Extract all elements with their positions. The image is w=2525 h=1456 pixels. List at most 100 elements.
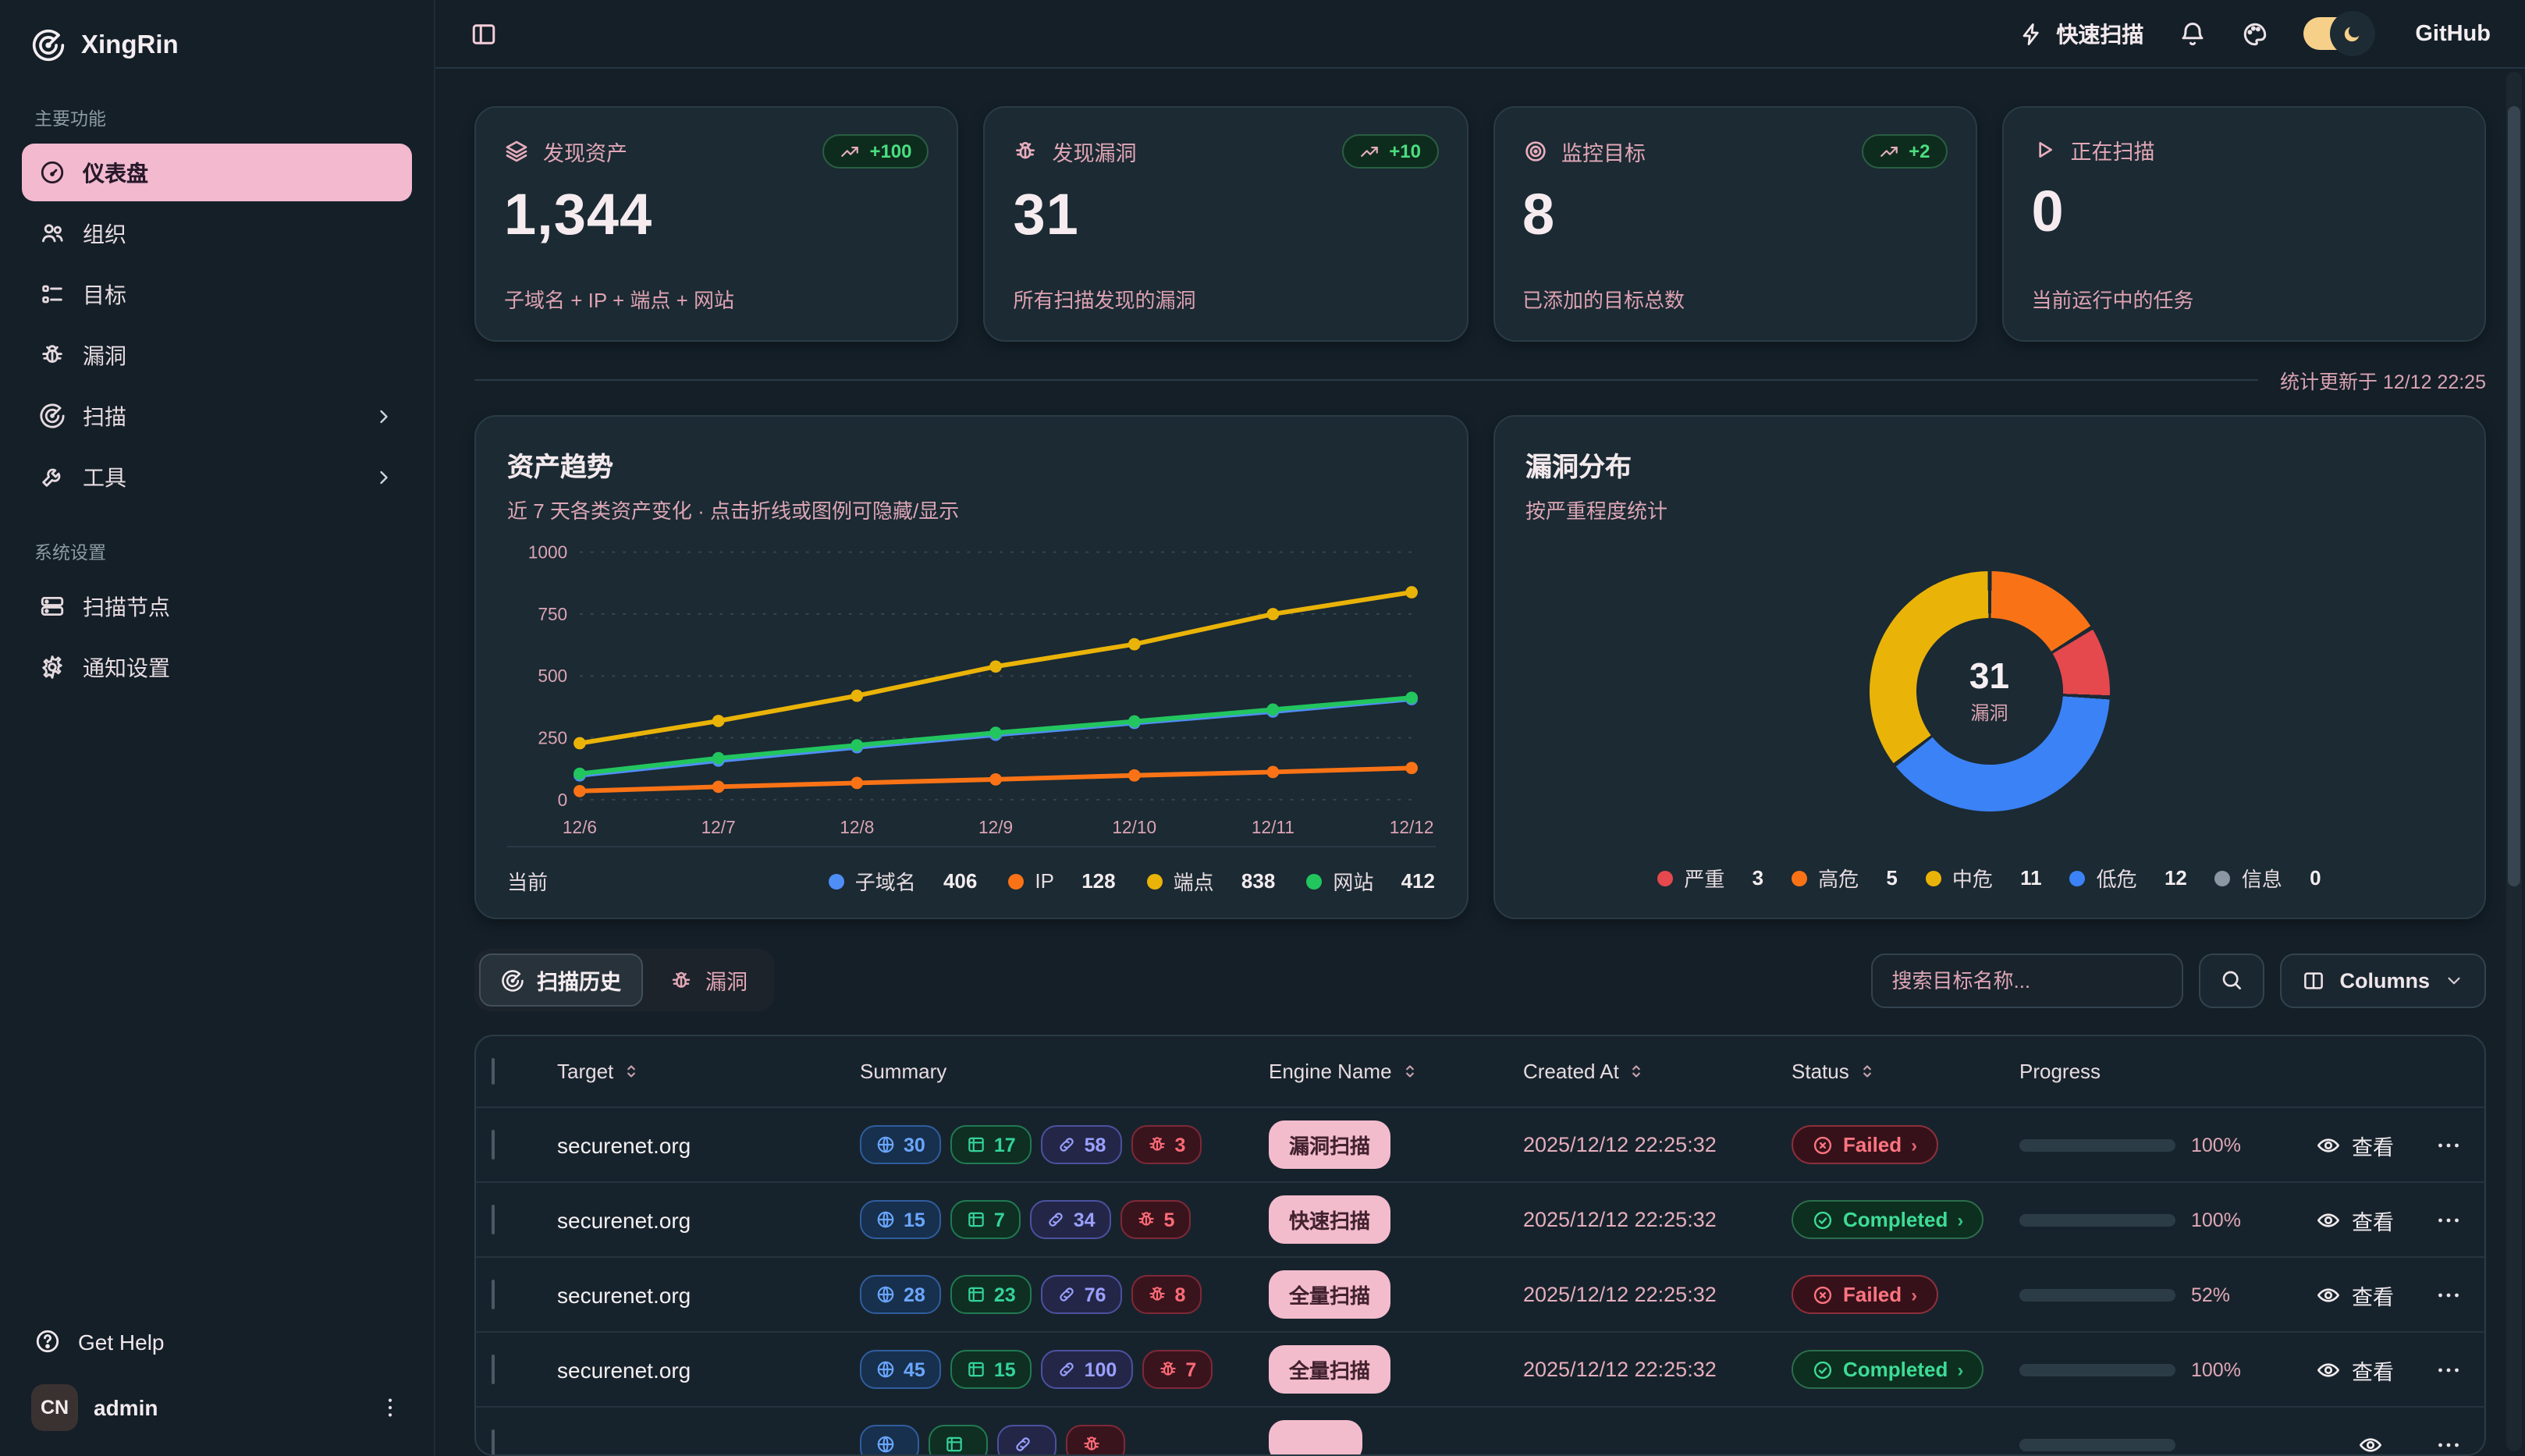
bug-icon bbox=[39, 342, 66, 368]
target-cell[interactable]: securenet.org bbox=[557, 1132, 691, 1157]
scrollbar[interactable] bbox=[2506, 72, 2522, 1451]
vulns-badge: 3 bbox=[1131, 1125, 1202, 1164]
sidebar-item-scan[interactable]: 扫描 bbox=[22, 387, 412, 445]
header-created[interactable]: Created At bbox=[1523, 1060, 1792, 1083]
donut-center: 31 漏洞 bbox=[1916, 617, 2063, 764]
sidebar-item-notifications[interactable]: 通知设置 bbox=[22, 638, 412, 696]
header-target[interactable]: Target bbox=[557, 1060, 860, 1083]
columns-button[interactable]: Columns bbox=[2280, 953, 2486, 1007]
view-button[interactable]: 查看 bbox=[2316, 1204, 2394, 1235]
tab-scan-history[interactable]: 扫描历史 bbox=[479, 954, 643, 1007]
row-menu-icon[interactable] bbox=[2434, 1206, 2463, 1234]
tab-vulnerabilities[interactable]: 漏洞 bbox=[648, 954, 769, 1007]
view-button[interactable]: 查看 bbox=[2316, 1279, 2394, 1310]
legend-item-ip[interactable]: IP 128 bbox=[1008, 869, 1116, 893]
scrollbar-thumb[interactable] bbox=[2508, 106, 2520, 886]
select-all-checkbox[interactable] bbox=[492, 1058, 495, 1085]
palette-icon[interactable] bbox=[2240, 20, 2268, 48]
legend-item-high[interactable]: 高危 5 bbox=[1792, 863, 1898, 893]
vuln-donut-chart[interactable]: 31 漏洞 bbox=[1869, 570, 2110, 811]
progress-cell bbox=[2019, 1430, 2484, 1454]
view-button[interactable]: 查看 bbox=[2316, 1129, 2394, 1160]
layers-icon bbox=[504, 139, 529, 164]
sidebar-item-tools[interactable]: 工具 bbox=[22, 448, 412, 506]
progress-bar bbox=[2019, 1213, 2175, 1226]
legend-item-critical[interactable]: 严重 3 bbox=[1657, 863, 1763, 893]
row-checkbox[interactable] bbox=[492, 1429, 495, 1454]
table-row[interactable]: securenet.org 30 17 58 3 漏洞扫描 2025/12/12… bbox=[476, 1108, 2484, 1183]
legend-item-low[interactable]: 低危 12 bbox=[2069, 863, 2187, 893]
bell-icon[interactable] bbox=[2178, 20, 2206, 48]
status-badge[interactable]: Failed › bbox=[1792, 1125, 1938, 1164]
links-badge: 34 bbox=[1029, 1200, 1111, 1239]
globe-icon bbox=[875, 1284, 896, 1305]
legend-item-subdomains[interactable]: 子域名 406 bbox=[828, 866, 977, 896]
svg-text:12/10: 12/10 bbox=[1112, 817, 1156, 837]
row-menu-icon[interactable] bbox=[2434, 1131, 2463, 1159]
user-menu-icon[interactable] bbox=[378, 1395, 403, 1420]
legend-item-medium[interactable]: 中危 11 bbox=[1925, 863, 2042, 893]
box-icon bbox=[966, 1284, 986, 1305]
theme-toggle-knob bbox=[2329, 11, 2375, 56]
legend-item-info[interactable]: 信息 0 bbox=[2214, 863, 2321, 893]
get-help-link[interactable]: Get Help bbox=[22, 1314, 412, 1369]
moon-icon bbox=[2341, 23, 2363, 44]
vuln-distribution-title: 漏洞分布 bbox=[1525, 453, 1632, 482]
status-badge[interactable]: Failed › bbox=[1792, 1275, 1938, 1314]
sidebar-toggle-icon[interactable] bbox=[470, 20, 498, 48]
header-engine[interactable]: Engine Name bbox=[1269, 1060, 1523, 1083]
view-button[interactable]: 查看 bbox=[2316, 1354, 2394, 1385]
topbar: 快速扫描 GitHub bbox=[435, 0, 2525, 69]
row-menu-icon[interactable] bbox=[2434, 1430, 2463, 1454]
row-checkbox[interactable] bbox=[492, 1129, 495, 1159]
progress-cell: 52% 查看 bbox=[2019, 1279, 2484, 1310]
search-button[interactable] bbox=[2199, 953, 2265, 1007]
trend-up-icon bbox=[840, 141, 860, 162]
search-input[interactable] bbox=[1871, 953, 2184, 1007]
stat-desc: 子域名 + IP + 端点 + 网站 bbox=[504, 289, 734, 312]
row-menu-icon[interactable] bbox=[2434, 1355, 2463, 1383]
servers-badge: 17 bbox=[950, 1125, 1032, 1164]
progress-bar bbox=[2019, 1438, 2175, 1451]
target-cell[interactable]: securenet.org bbox=[557, 1357, 691, 1382]
table-row[interactable]: securenet.org 45 15 100 7 全量扫描 2025/12/1… bbox=[476, 1333, 2484, 1408]
user-row[interactable]: CN admin bbox=[22, 1369, 412, 1437]
status-badge[interactable]: Completed › bbox=[1792, 1350, 1984, 1389]
progress-cell: 100% 查看 bbox=[2019, 1204, 2484, 1235]
link-icon bbox=[1057, 1359, 1077, 1380]
legend-item-endpoints[interactable]: 端点 838 bbox=[1146, 866, 1275, 896]
row-checkbox[interactable] bbox=[492, 1279, 495, 1309]
sidebar-item-scan-nodes[interactable]: 扫描节点 bbox=[22, 577, 412, 635]
theme-toggle[interactable] bbox=[2303, 11, 2375, 56]
servers-badge: 7 bbox=[950, 1200, 1021, 1239]
row-checkbox[interactable] bbox=[492, 1354, 495, 1383]
links-badge: 58 bbox=[1040, 1125, 1122, 1164]
sidebar-item-targets[interactable]: 目标 bbox=[22, 265, 412, 323]
sidebar-item-dashboard[interactable]: 仪表盘 bbox=[22, 144, 412, 201]
asset-trend-chart[interactable]: 0 250 500 750 1000 12/6 12/7 12/8 12/9 12/10 12/11… bbox=[507, 531, 1435, 846]
avatar: CN bbox=[31, 1384, 78, 1431]
dashboard-content: 发现资产 +100 1,344 子域名 + IP + 端点 + 网站 发现漏洞 … bbox=[435, 69, 2525, 1456]
table-row[interactable] bbox=[476, 1408, 2484, 1454]
svg-text:0: 0 bbox=[558, 790, 568, 810]
header-status[interactable]: Status bbox=[1792, 1060, 2019, 1083]
asset-trend-legend: 当前 子域名 406 IP 128 端点 838 网站 412 bbox=[507, 846, 1435, 896]
status-badge[interactable]: Completed › bbox=[1792, 1200, 1984, 1239]
view-button[interactable] bbox=[2358, 1432, 2394, 1454]
legend-item-websites[interactable]: 网站 412 bbox=[1306, 866, 1435, 896]
table-row[interactable]: securenet.org 15 7 34 5 快速扫描 2025/12/12 … bbox=[476, 1183, 2484, 1258]
sidebar-item-organizations[interactable]: 组织 bbox=[22, 204, 412, 262]
table-row[interactable]: securenet.org 28 23 76 8 全量扫描 2025/12/12… bbox=[476, 1258, 2484, 1333]
quick-scan-button[interactable]: 快速扫描 bbox=[2019, 18, 2143, 49]
header-summary: Summary bbox=[860, 1060, 947, 1083]
row-checkbox[interactable] bbox=[492, 1204, 495, 1234]
target-icon bbox=[1522, 139, 1547, 164]
target-cell[interactable]: securenet.org bbox=[557, 1207, 691, 1232]
box-icon bbox=[966, 1135, 986, 1155]
target-cell[interactable]: securenet.org bbox=[557, 1282, 691, 1307]
github-link[interactable]: GitHub bbox=[2415, 21, 2491, 46]
sidebar-item-label: 目标 bbox=[83, 282, 126, 307]
row-menu-icon[interactable] bbox=[2434, 1280, 2463, 1309]
sidebar-item-vulnerabilities[interactable]: 漏洞 bbox=[22, 326, 412, 384]
eye-icon bbox=[2316, 1132, 2341, 1157]
